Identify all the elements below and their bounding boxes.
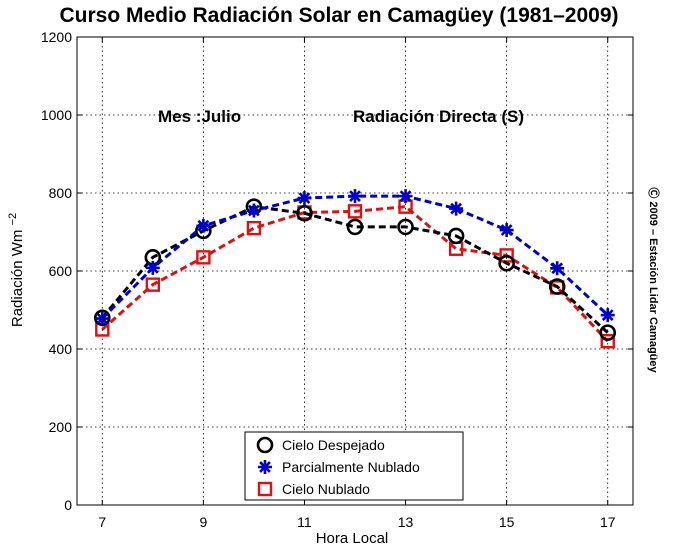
y-tick-label: 200 — [49, 419, 73, 435]
legend: Cielo Despejado Parcialmente Nublado Cielo… — [244, 431, 464, 501]
annotation-month: Mes :Julio — [158, 107, 241, 126]
data-point — [397, 218, 414, 236]
x-axis-ticks: 7 9 11 13 15 17 — [98, 37, 616, 530]
data-point — [297, 191, 312, 206]
y-tick-label: 1200 — [41, 29, 72, 45]
legend-label: Parcialmente Nublado — [282, 459, 420, 475]
data-point — [449, 201, 464, 216]
data-point — [499, 248, 514, 263]
annotation-radiation-type: Radiación Directa (S) — [353, 107, 524, 126]
legend-box — [244, 431, 464, 501]
x-tick-label: 17 — [600, 514, 616, 530]
data-point — [196, 250, 211, 265]
plot-frame — [76, 36, 634, 506]
data-point — [348, 189, 362, 204]
data-point — [145, 277, 161, 292]
y-tick-label: 400 — [49, 341, 73, 357]
data-point — [498, 254, 515, 272]
data-point — [550, 261, 565, 276]
data-point — [246, 220, 262, 236]
series-line — [101, 205, 609, 343]
legend-marker — [257, 481, 273, 497]
data-point — [145, 260, 160, 275]
data-point — [398, 189, 413, 204]
svg-text:Radiación Wm −2: Radiación Wm −2 — [7, 213, 26, 327]
series-cielo-nublado — [95, 199, 615, 349]
data-point — [600, 334, 615, 349]
series-group — [93, 189, 617, 349]
y-tick-label: 600 — [49, 263, 73, 279]
legend-label: Cielo Nublado — [282, 481, 370, 497]
series-parcialmente-nublado — [95, 189, 615, 326]
y-axis-label-superscript: −2 — [7, 213, 19, 226]
y-tick-label: 800 — [49, 185, 73, 201]
legend-marker — [258, 460, 272, 474]
x-tick-label: 9 — [199, 514, 207, 530]
data-point — [600, 308, 615, 323]
data-point — [196, 218, 211, 233]
data-point — [499, 223, 514, 238]
x-tick-label: 11 — [297, 514, 312, 530]
copyright-label: Ⓒ 2009 – Estación Lidar Camagüey — [647, 187, 661, 373]
chart-title: Curso Medio Radiación Solar en Camagüey … — [59, 4, 618, 27]
data-point — [95, 311, 110, 326]
data-point — [347, 204, 363, 219]
data-point — [346, 218, 364, 236]
x-tick-label: 13 — [398, 514, 414, 530]
data-point — [548, 278, 566, 295]
y-tick-label: 0 — [64, 497, 72, 513]
plot-area — [76, 36, 634, 506]
data-point — [447, 227, 465, 245]
legend-marker — [256, 436, 274, 454]
data-point — [246, 203, 261, 218]
y-axis-label-text: Radiación Wm — [9, 230, 26, 328]
y-axis-label: Radiación Wm −2 — [7, 213, 26, 327]
copyright-text: Ⓒ 2009 – Estación Lidar Camagüey — [647, 187, 661, 373]
y-axis-ticks: 0 200 400 600 800 1000 1200 — [41, 29, 633, 513]
x-tick-label: 15 — [499, 514, 515, 530]
grid — [77, 37, 633, 505]
legend-label: Cielo Despejado — [282, 437, 385, 453]
x-tick-label: 7 — [98, 514, 106, 530]
data-point — [599, 324, 617, 341]
data-point — [296, 204, 313, 222]
y-tick-label: 1000 — [41, 107, 72, 123]
x-axis-label: Hora Local — [316, 530, 389, 547]
